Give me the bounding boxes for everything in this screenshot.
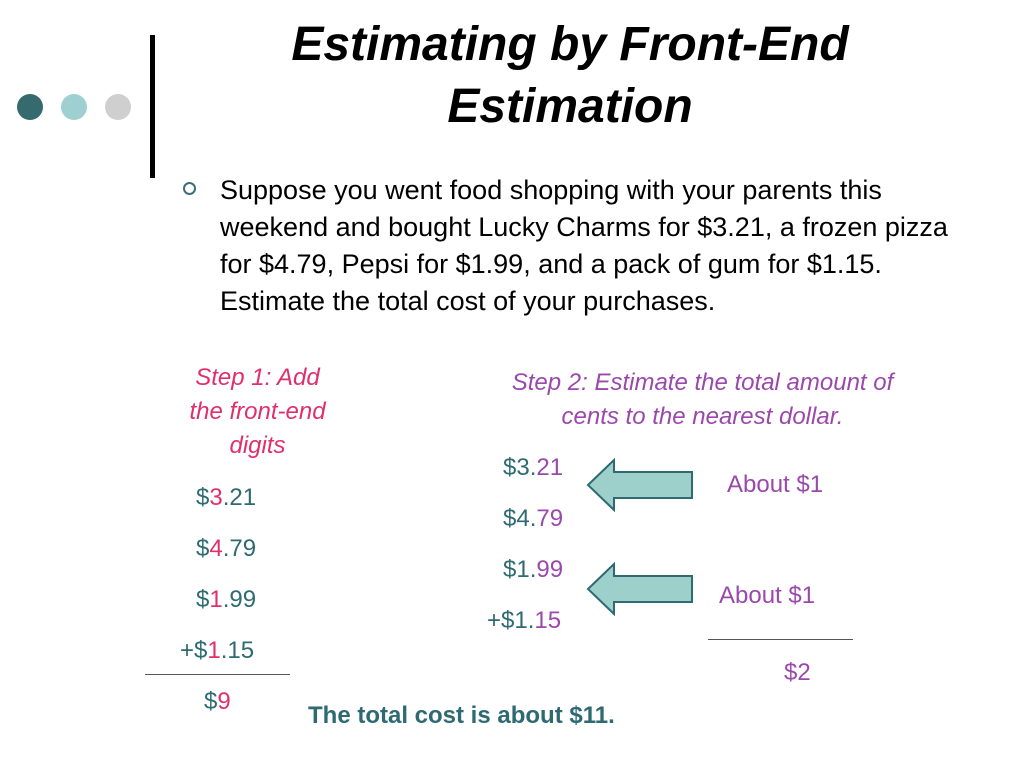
step1-label-line: digits xyxy=(229,432,286,459)
step1-row: $1.99 xyxy=(196,586,257,613)
step1-row: $3.21 xyxy=(196,484,257,511)
estimate-label: About $1 xyxy=(727,471,824,498)
front-digit: 1 xyxy=(209,586,223,613)
step1-label-line: Step 1: Add xyxy=(195,364,320,391)
decor-dot-dark xyxy=(17,94,43,120)
decor-dot-gray xyxy=(105,94,131,120)
step1-row: $4.79 xyxy=(196,535,257,562)
step2-label-line: cents to the nearest dollar. xyxy=(561,403,844,430)
title-line-2: Estimation xyxy=(447,80,693,133)
step1-label-line: the front-end xyxy=(189,398,326,425)
slide-title: Estimating by Front-End Estimation xyxy=(200,14,940,138)
front-digit: 3 xyxy=(209,484,223,511)
step1-row: +$1.15 xyxy=(180,637,255,664)
step1-label: Step 1: Add the front-end digits xyxy=(160,361,355,463)
step2-total: $2 xyxy=(784,659,811,686)
conclusion-text: The total cost is about $11. xyxy=(308,702,615,729)
decor-dot-teal xyxy=(61,94,87,120)
left-arrow-icon xyxy=(586,562,693,616)
bullet-circle-icon xyxy=(183,182,196,195)
front-digit: 4 xyxy=(209,535,223,562)
step2-row: +$1.15 xyxy=(487,607,562,634)
step2-row: $3.21 xyxy=(503,454,564,481)
title-line-1: Estimating by Front-End xyxy=(291,18,849,71)
step2-sum-line xyxy=(708,639,853,640)
decor-vertical-line xyxy=(150,35,155,178)
front-digit: 1 xyxy=(207,637,221,664)
step1-total: $9 xyxy=(204,688,231,715)
bullet-text: Suppose you went food shopping with your… xyxy=(220,175,948,316)
step2-label-line: Step 2: Estimate the total amount of xyxy=(511,369,894,396)
left-arrow-icon xyxy=(586,458,693,512)
estimate-label: About $1 xyxy=(719,582,816,609)
step1-sum-line xyxy=(145,674,290,675)
step2-row: $4.79 xyxy=(503,505,564,532)
step2-row: $1.99 xyxy=(503,556,564,583)
step2-label: Step 2: Estimate the total amount of cen… xyxy=(465,366,940,434)
